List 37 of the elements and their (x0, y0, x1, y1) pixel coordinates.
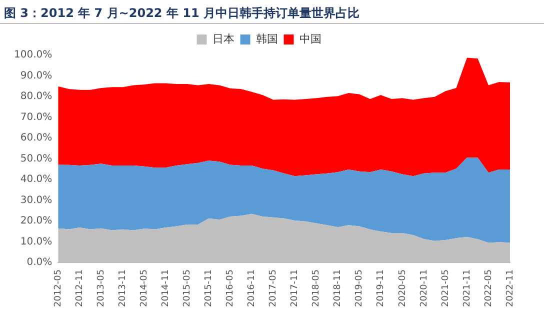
x-tick-label: 2017-05 (268, 269, 279, 308)
x-tick-label: 2012-11 (74, 269, 85, 308)
x-tick-label: 2014-11 (161, 269, 172, 308)
x-tick-label: 2019-05 (354, 269, 365, 308)
x-tick-label: 2015-11 (204, 269, 214, 308)
chart-title: 图 3：2012 年 7 月~2022 年 11 月中日韩手持订单量世界占比 (0, 0, 544, 24)
x-tick-label: 2019-11 (376, 269, 386, 308)
x-tick-label: 2018-11 (333, 269, 344, 308)
y-tick-label: 20.0% (20, 216, 52, 227)
x-tick-label: 2022-05 (484, 269, 494, 308)
legend-label: 日本 (212, 32, 234, 46)
x-tick-label: 2012-05 (53, 269, 64, 308)
y-tick-label: 80.0% (20, 91, 52, 102)
legend-label: 中国 (299, 32, 322, 46)
y-tick-label: 10.0% (20, 236, 52, 248)
x-tick-label: 2016-05 (226, 269, 236, 308)
x-tick-label: 2014-05 (140, 269, 150, 308)
x-tick-label: 2018-05 (312, 269, 322, 308)
x-tick-label: 2022-11 (505, 269, 516, 308)
y-tick-label: 100.0% (14, 50, 52, 61)
x-tick-label: 2013-05 (96, 269, 107, 308)
x-tick-label: 2015-05 (182, 269, 193, 308)
x-tick-label: 2017-11 (290, 269, 300, 308)
x-tick-label: 2020-05 (398, 269, 408, 308)
y-tick-label: 60.0% (20, 132, 52, 144)
y-tick-label: 70.0% (20, 112, 52, 123)
x-tick-label: 2013-11 (118, 269, 128, 308)
legend-label: 韩国 (256, 32, 278, 46)
y-tick-label: 30.0% (20, 194, 52, 206)
x-tick-label: 2016-11 (247, 269, 258, 308)
y-tick-label: 40.0% (20, 174, 52, 186)
x-tick-label: 2021-11 (462, 269, 472, 308)
x-tick-label: 2021-05 (440, 269, 451, 308)
y-tick-label: 0.0% (26, 256, 52, 268)
y-tick-label: 50.0% (20, 153, 52, 164)
y-tick-label: 90.0% (20, 70, 52, 82)
x-tick-label: 2020-11 (419, 269, 430, 308)
